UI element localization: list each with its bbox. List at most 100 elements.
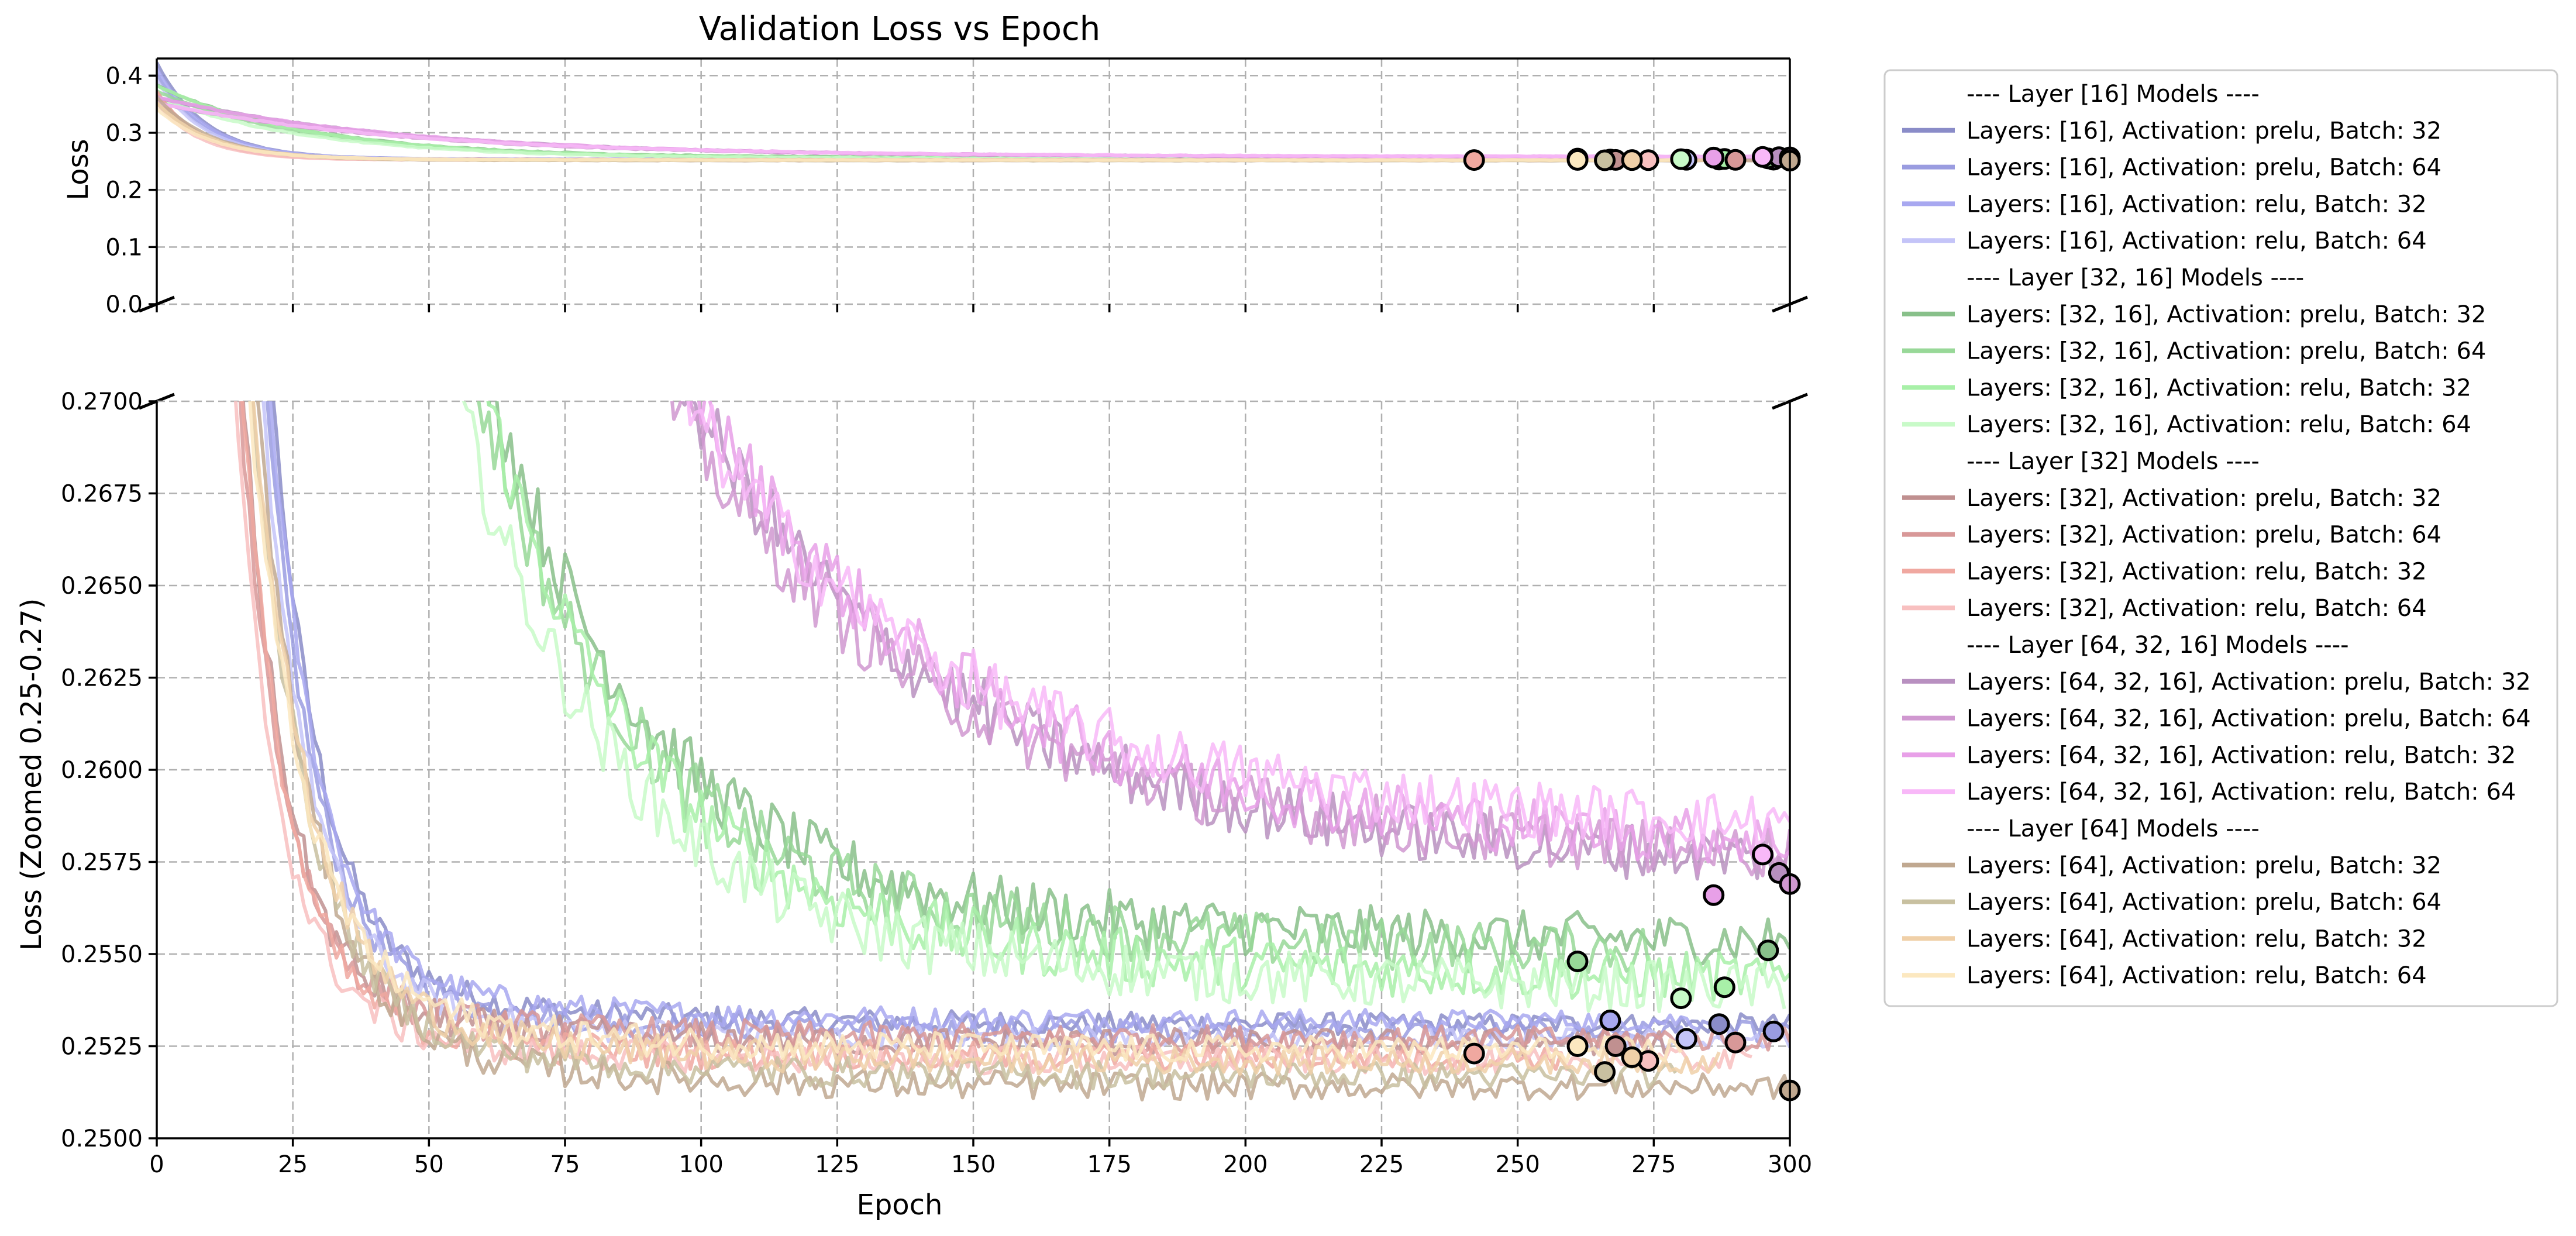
y-tick-label: 0.2 — [105, 177, 143, 204]
legend-entry: Layers: [32], Activation: relu, Batch: 6… — [1967, 595, 2427, 622]
axis-break-mark — [139, 295, 175, 313]
series-line — [680, 401, 1790, 881]
series-line — [271, 401, 1790, 1037]
x-tick-label: 150 — [951, 1151, 996, 1178]
legend-entry: Layers: [32, 16], Activation: relu, Batc… — [1967, 374, 2471, 401]
x-tick-label: 250 — [1495, 1151, 1540, 1178]
series-line — [252, 401, 1721, 1076]
y-tick-label: 0.2700 — [61, 388, 143, 415]
legend-entry: Layers: [16], Activation: prelu, Batch: … — [1967, 118, 2441, 144]
best-epoch-marker — [1703, 884, 1725, 906]
legend-group-header: ---- Layer [32] Models ---- — [1967, 448, 2260, 475]
legend-entry: Layers: [64], Activation: relu, Batch: 6… — [1967, 962, 2427, 989]
series-line — [157, 107, 1681, 162]
best-epoch-marker — [1762, 1020, 1785, 1042]
y-tick-label: 0.2550 — [61, 941, 143, 968]
legend-entry: Layers: [64, 32, 16], Activation: prelu,… — [1967, 669, 2531, 696]
best-epoch-marker — [1713, 976, 1735, 999]
y-tick-label: 0.2600 — [61, 757, 143, 784]
legend-entry: Layers: [64], Activation: prelu, Batch: … — [1967, 852, 2441, 879]
y-tick-label: 0.2500 — [61, 1125, 143, 1152]
best-epoch-marker — [1675, 1028, 1697, 1050]
series-line — [157, 101, 1752, 163]
legend-group-header: ---- Layer [16] Models ---- — [1967, 81, 2260, 108]
y-tick-label: 0.2675 — [61, 481, 143, 508]
x-tick-label: 0 — [149, 1151, 164, 1178]
axis-break-mark — [1772, 295, 1808, 313]
best-epoch-marker — [1751, 146, 1773, 168]
series-line — [157, 90, 1671, 162]
zoomed-panel: 0.2500 0.2525 0.2550 0.2575 0.2600 0.2625 0.26… — [61, 388, 1812, 1178]
best-epoch-marker — [1757, 939, 1779, 962]
best-epoch-marker — [1566, 149, 1589, 171]
x-tick-label: 125 — [815, 1151, 859, 1178]
series-line — [248, 401, 1683, 1065]
legend-entry: Layers: [64, 32, 16], Activation: prelu,… — [1967, 705, 2531, 732]
best-epoch-marker — [1463, 149, 1485, 171]
series-line — [251, 401, 1678, 1090]
legend-entry: Layers: [32, 16], Activation: prelu, Bat… — [1967, 338, 2486, 365]
series-line — [477, 401, 1650, 975]
legend-frame — [1883, 69, 2558, 1007]
series-line — [462, 401, 1786, 1014]
best-epoch-marker — [1724, 1031, 1747, 1053]
series-line — [157, 95, 1785, 161]
series-line — [157, 89, 1649, 161]
legend-group-header: ---- Layer [32, 16] Models ---- — [1967, 264, 2304, 291]
best-epoch-marker — [1751, 843, 1773, 866]
legend-entry: Layers: [32, 16], Activation: prelu, Bat… — [1967, 301, 2486, 328]
x-tick-label: 50 — [414, 1151, 444, 1178]
bottom-y-axis-label: Loss (Zoomed 0.25-0.27) — [15, 598, 48, 951]
legend-entry: Layers: [64], Activation: prelu, Batch: … — [1967, 889, 2441, 916]
best-epoch-marker — [1594, 1061, 1616, 1083]
y-tick-label: 0.0 — [105, 291, 143, 318]
best-epoch-marker — [1566, 951, 1589, 973]
series-line — [670, 401, 1790, 877]
legend-entry: Layers: [16], Activation: relu, Batch: 3… — [1967, 191, 2427, 218]
best-epoch-marker — [1670, 987, 1692, 1010]
legend-entry: Layers: [16], Activation: prelu, Batch: … — [1967, 154, 2441, 181]
top-panel: 0.0 0.1 0.2 0.3 0.4 — [105, 57, 1808, 410]
y-tick-label: 0.1 — [105, 234, 143, 261]
best-epoch-marker — [1594, 149, 1616, 171]
legend-entry: Layers: [32], Activation: prelu, Batch: … — [1967, 522, 2441, 549]
legend-entry: Layers: [32], Activation: relu, Batch: 3… — [1967, 558, 2427, 585]
series-group — [157, 61, 1790, 163]
x-tick-label: 75 — [550, 1151, 580, 1178]
x-tick-label: 25 — [278, 1151, 308, 1178]
y-tick-label: 0.3 — [105, 120, 143, 147]
best-epoch-marker — [1621, 1046, 1643, 1068]
y-tick-label: 0.2625 — [61, 665, 143, 692]
x-tick-label: 175 — [1087, 1151, 1131, 1178]
best-epoch-marker — [1724, 149, 1747, 171]
series-line — [157, 101, 1790, 159]
legend-entry: Layers: [32, 16], Activation: relu, Batc… — [1967, 411, 2471, 438]
top-y-axis-label: Loss — [62, 139, 95, 200]
best-epoch-marker — [1463, 1042, 1485, 1065]
x-tick-label: 200 — [1223, 1151, 1268, 1178]
best-epoch-marker — [1566, 1035, 1589, 1057]
best-epoch-marker — [1703, 146, 1725, 168]
legend-entry: Layers: [64, 32, 16], Activation: relu, … — [1967, 742, 2516, 769]
series-line — [686, 401, 1790, 846]
legend-group-header: ---- Layer [64] Models ---- — [1967, 815, 2260, 842]
series-line — [486, 401, 1790, 1002]
series-line — [268, 401, 1698, 1034]
best-epoch-marker — [1670, 148, 1692, 170]
chart-title: Validation Loss vs Epoch — [699, 10, 1101, 48]
best-epoch-marker — [1599, 1009, 1621, 1031]
legend: ---- Layer [16] Models ---- Layers: [16],… — [1883, 69, 2558, 1007]
x-tick-label: 275 — [1631, 1151, 1676, 1178]
y-tick-label: 0.2650 — [61, 573, 143, 600]
best-epoch-marker — [1604, 1035, 1627, 1057]
x-tick-label: 100 — [679, 1151, 723, 1178]
legend-entry: Layers: [16], Activation: relu, Batch: 6… — [1967, 228, 2427, 254]
legend-group-header: ---- Layer [64, 32, 16] Models ---- — [1967, 632, 2349, 659]
x-tick-label: 300 — [1768, 1151, 1812, 1178]
series-line — [256, 401, 1790, 1101]
y-tick-label: 0.2525 — [61, 1034, 143, 1061]
legend-entry: Layers: [32], Activation: prelu, Batch: … — [1967, 485, 2441, 512]
y-tick-label: 0.2575 — [61, 849, 143, 876]
x-axis-label: Epoch — [857, 1189, 943, 1221]
